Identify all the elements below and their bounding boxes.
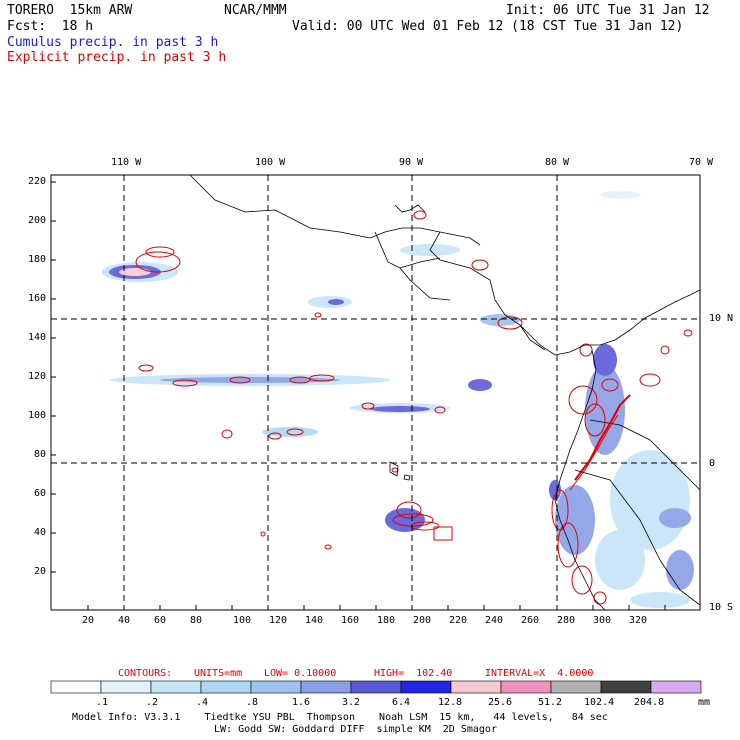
init-time: Init: 06 UTC Tue 31 Jan 12	[506, 3, 710, 18]
colorbar-swatch	[550, 680, 602, 694]
x-tick: 200	[413, 615, 432, 626]
y-tick: 40	[34, 527, 47, 538]
lon-label-110w: 110 W	[111, 157, 142, 168]
x-tick: 160	[341, 615, 360, 626]
colorbar-swatch	[400, 680, 452, 694]
coastlines	[189, 174, 701, 611]
colorbar-swatch	[650, 680, 702, 694]
contours-units: UNITS=mm	[194, 668, 243, 679]
y-tick: 140	[28, 332, 47, 343]
x-tick: 60	[154, 615, 167, 626]
organization-label: NCAR/MMM	[224, 3, 287, 18]
colorbar-label: 25.6	[488, 697, 513, 708]
colorbar-label: 51.2	[538, 697, 563, 708]
colorbar-label: 6.4	[392, 697, 411, 708]
y-tick: 220	[28, 176, 47, 187]
colorbar-label: 204.8	[634, 697, 665, 708]
explicit-precip-contours	[135, 210, 693, 605]
y-tick: 180	[28, 254, 47, 265]
colorbar-swatch	[150, 680, 202, 694]
forecast-hour: Fcst: 18 h	[7, 19, 94, 34]
y-tick: 60	[34, 488, 47, 499]
colorbar-unit: mm	[698, 697, 711, 708]
colorbar-swatch	[600, 680, 652, 694]
y-tick: 200	[28, 215, 47, 226]
x-tick: 140	[305, 615, 324, 626]
y-tick: 120	[28, 371, 47, 382]
lat-label-0: 0	[709, 458, 716, 469]
x-tick: 280	[557, 615, 576, 626]
colorbar-label: 12.8	[438, 697, 463, 708]
colorbar-swatch	[250, 680, 302, 694]
colorbar-label: 3.2	[342, 697, 361, 708]
lon-label-100w: 100 W	[255, 157, 286, 168]
x-tick: 320	[629, 615, 648, 626]
y-tick: 80	[34, 449, 47, 460]
colorbar-swatch	[450, 680, 502, 694]
contours-label: CONTOURS:	[118, 668, 173, 679]
lon-label-70w: 70 W	[689, 157, 714, 168]
x-tick: 300	[593, 615, 612, 626]
lat-label-10s: 10 S	[709, 602, 734, 613]
colorbar-swatch	[200, 680, 252, 694]
colorbar-swatch	[500, 680, 552, 694]
x-tick: 240	[485, 615, 504, 626]
y-tick: 20	[34, 566, 47, 577]
x-tick: 220	[449, 615, 468, 626]
explicit-precip-label: Explicit precip. in past 3 h	[7, 50, 227, 65]
x-tick: 260	[521, 615, 540, 626]
valid-time: Valid: 00 UTC Wed 01 Feb 12 (18 CST Tue …	[292, 19, 684, 34]
y-tick: 160	[28, 293, 47, 304]
colorbar-label: .4	[196, 697, 209, 708]
colorbar	[50, 680, 702, 694]
y-tick: 100	[28, 410, 47, 421]
colorbar-label: .2	[146, 697, 159, 708]
colorbar-label: 1.6	[292, 697, 311, 708]
colorbar-swatch	[350, 680, 402, 694]
colorbar-label: .8	[246, 697, 259, 708]
contours-low: LOW= 0.10000	[264, 668, 337, 679]
x-tick: 180	[377, 615, 396, 626]
model-physics: LW: Godd SW: Goddard DIFF simple KM 2D S…	[214, 724, 497, 735]
colorbar-label: 102.4	[584, 697, 615, 708]
colorbar-label: .1	[96, 697, 109, 708]
contours-high: HIGH= 102.40	[374, 668, 453, 679]
colorbar-swatch	[100, 680, 152, 694]
x-tick: 40	[118, 615, 131, 626]
x-tick: 80	[190, 615, 203, 626]
x-tick: 100	[233, 615, 252, 626]
colorbar-swatch	[300, 680, 352, 694]
lon-label-80w: 80 W	[545, 157, 570, 168]
model-title: TORERO 15km ARW	[7, 3, 133, 18]
lat-label-10n: 10 N	[709, 313, 734, 324]
model-info: Model Info: V3.3.1 Tiedtke YSU PBL Thomp…	[72, 712, 608, 723]
x-tick: 120	[269, 615, 288, 626]
axis-ticks	[51, 181, 666, 610]
cumulus-precip-shading	[102, 191, 694, 608]
x-tick: 20	[82, 615, 95, 626]
colorbar-swatch	[50, 680, 102, 694]
lon-label-90w: 90 W	[399, 157, 424, 168]
cumulus-precip-label: Cumulus precip. in past 3 h	[7, 35, 219, 50]
graticule	[51, 175, 700, 610]
contours-interval: INTERVAL=X 4.0000	[485, 668, 594, 679]
